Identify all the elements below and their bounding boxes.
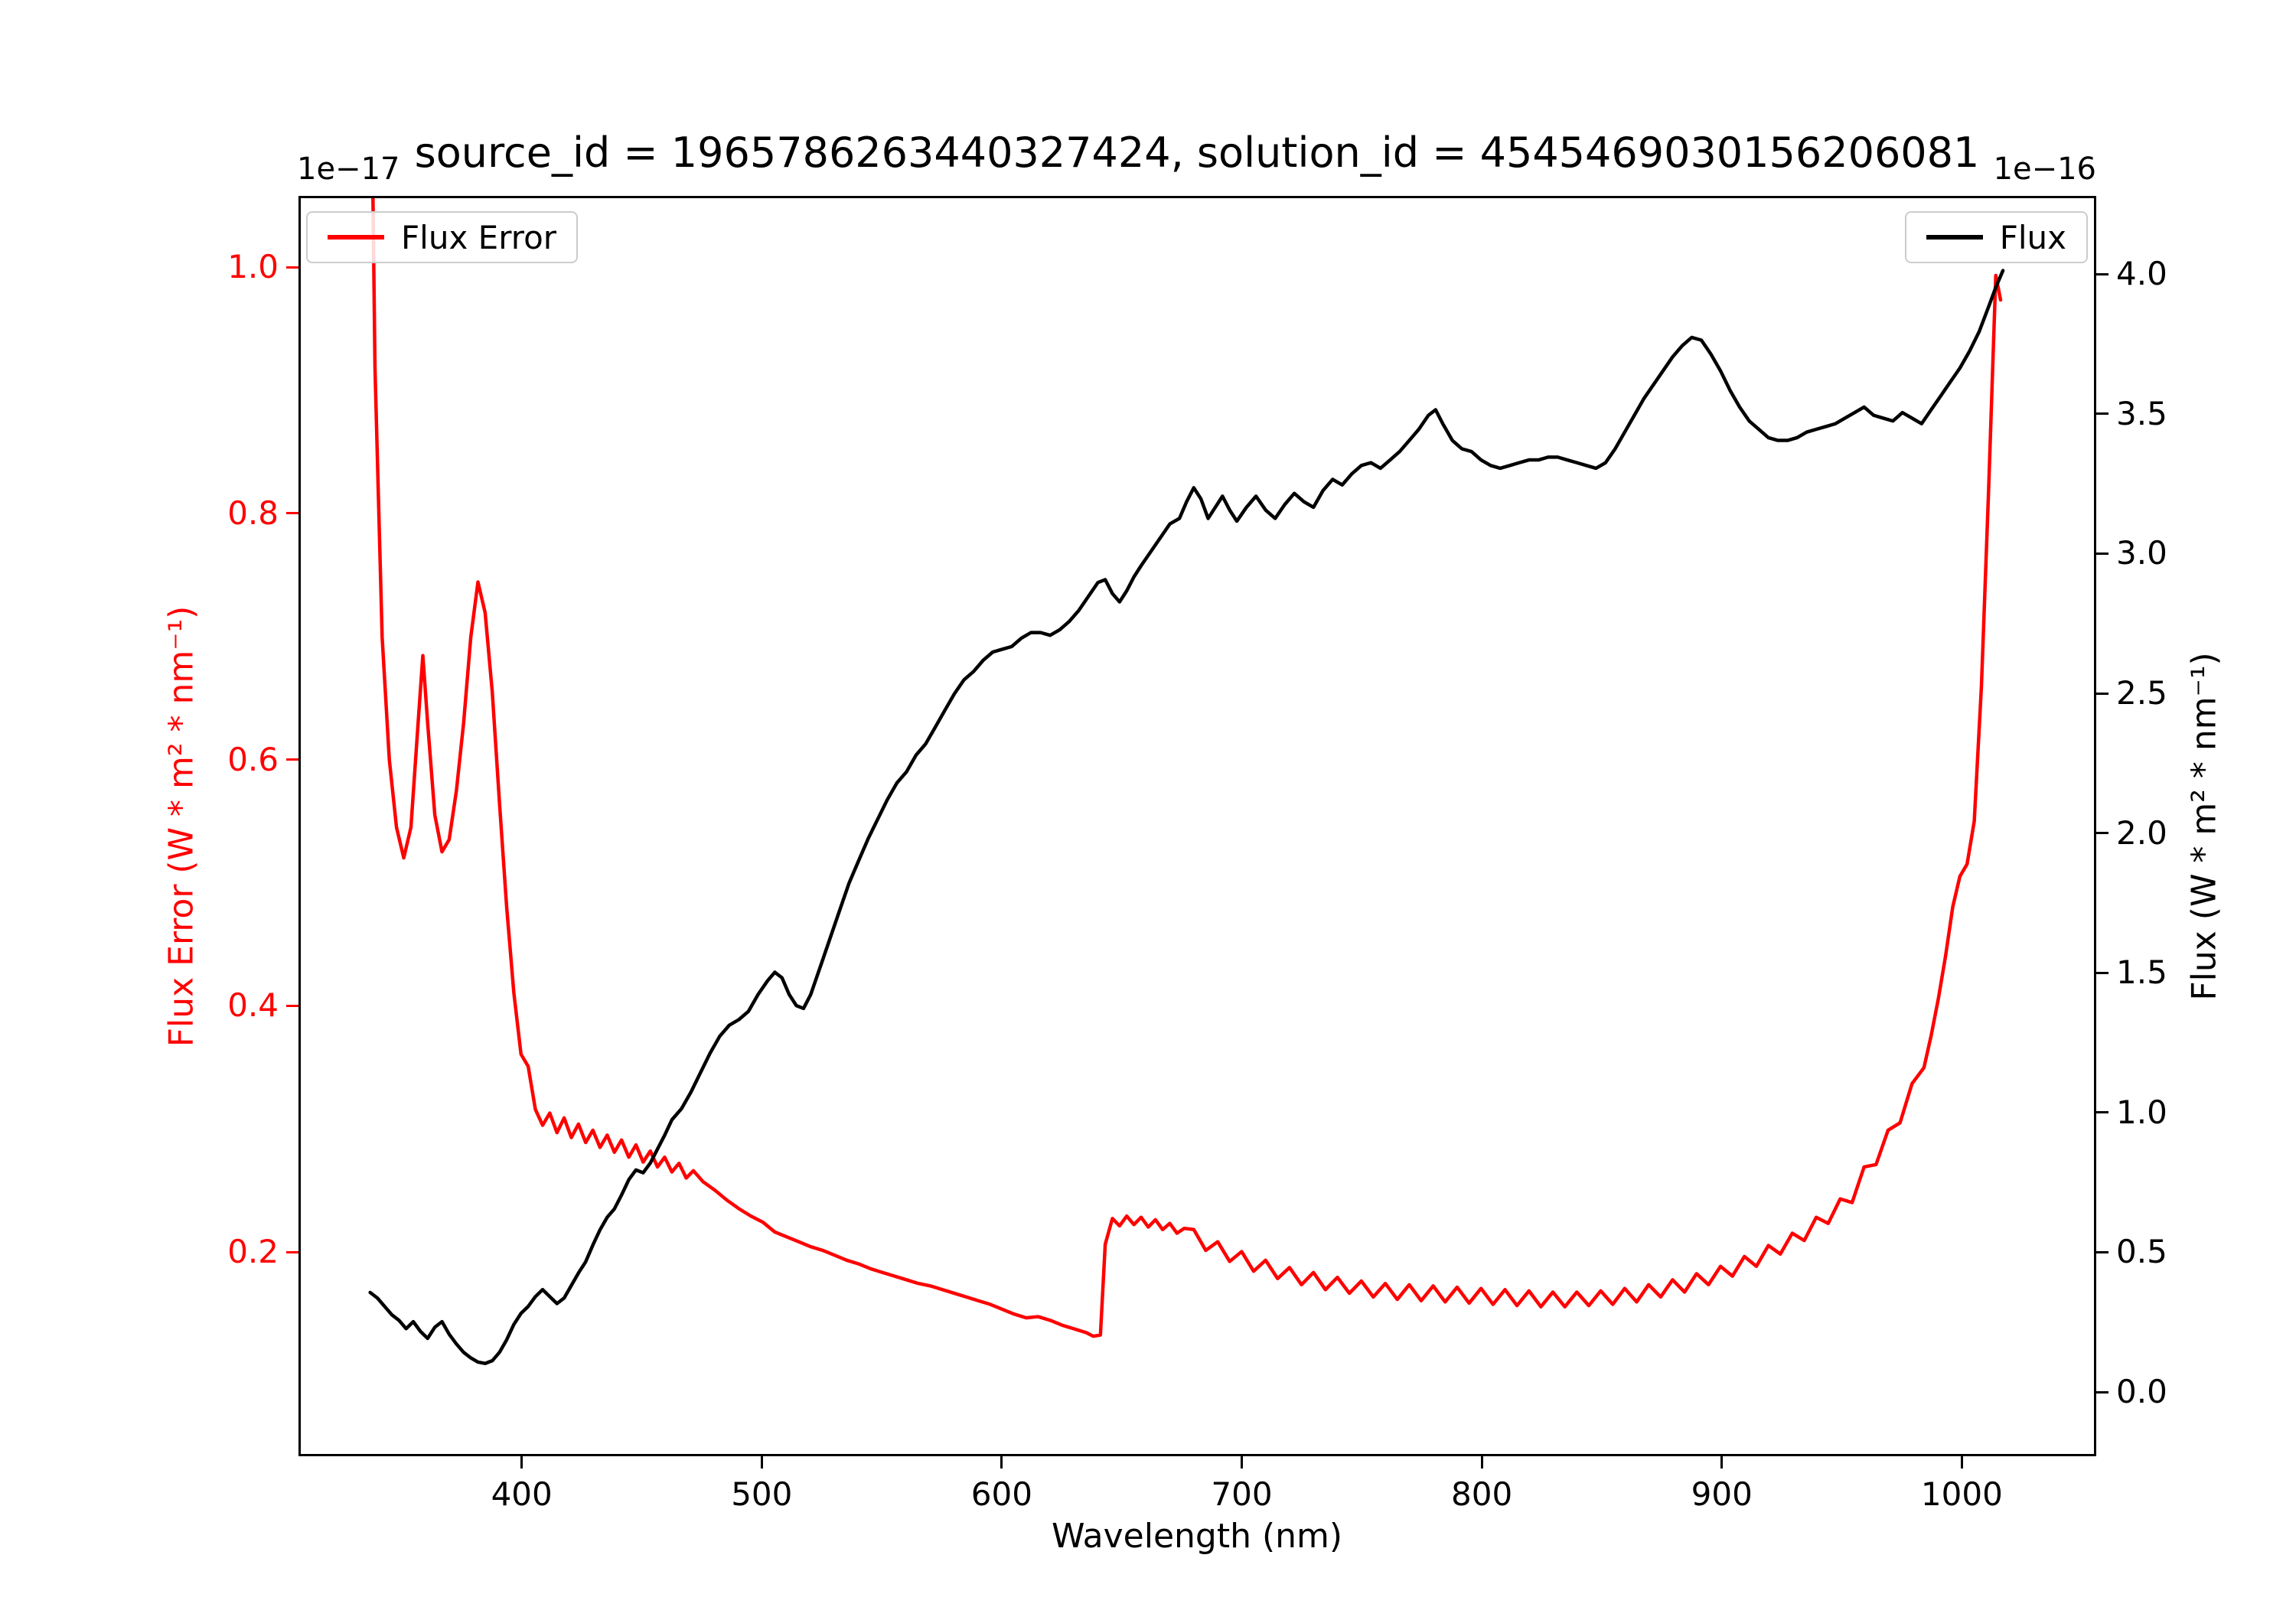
x-tick [760,1456,763,1468]
y-axis-label-left: Flux Error (W * m² * nm⁻¹) [161,605,201,1048]
y-right-tick [2096,692,2108,695]
x-tick [1000,1456,1003,1468]
x-tick [1720,1456,1724,1468]
y-left-tick-label: 0.4 [227,986,279,1025]
x-tick [1960,1456,1963,1468]
y-right-tick [2096,552,2108,555]
legend-flux: Flux [1904,211,2088,263]
flux-line-sample-icon [1926,235,1983,240]
plot-area [298,196,2096,1456]
legend-flux-error: Flux Error [306,211,579,263]
right-axis-scale-offset: 1e−16 [1993,152,2096,187]
y-right-tick [2096,1250,2108,1253]
y-left-tick [286,758,298,761]
y-left-tick [286,266,298,269]
y-right-tick [2096,1390,2108,1393]
chart-title: source_id = 1965786263440327424, solutio… [414,129,1980,177]
x-tick [1480,1456,1483,1468]
x-tick [1241,1456,1244,1468]
y-right-tick-label: 4.0 [2116,255,2167,293]
y-right-tick [2096,832,2108,835]
y-left-tick [286,1250,298,1253]
y-right-tick-label: 2.5 [2116,674,2167,712]
x-tick-label: 500 [731,1475,793,1513]
y-left-tick-label: 0.8 [227,494,279,532]
y-axis-label-right: Flux (W * m² * nm⁻¹) [2184,652,2224,1001]
plot-canvas [368,198,2005,1365]
y-right-tick-label: 0.5 [2116,1233,2167,1271]
x-tick-label: 1000 [1920,1475,2003,1513]
y-right-tick-label: 2.0 [2116,813,2167,852]
flux-error-line-sample-icon [328,235,384,240]
y-left-tick-label: 1.0 [227,248,279,286]
y-left-tick-label: 0.6 [227,740,279,778]
legend-flux-error-label: Flux Error [401,218,557,256]
y-left-tick [286,512,298,515]
y-right-tick-label: 0.0 [2116,1373,2167,1410]
y-left-tick [286,1004,298,1007]
x-tick-label: 700 [1211,1475,1273,1513]
series-line-flux [368,269,2005,1365]
x-tick-label: 900 [1691,1475,1753,1513]
y-right-tick [2096,412,2108,416]
x-axis-label: Wavelength (nm) [1051,1517,1343,1556]
y-left-tick-label: 0.2 [227,1233,279,1270]
series-line-flux-error [371,198,2003,1338]
left-axis-scale-offset: 1e−17 [297,152,400,187]
x-tick-label: 400 [491,1475,553,1513]
x-tick [520,1456,523,1468]
x-tick-label: 600 [970,1475,1032,1513]
y-right-tick [2096,272,2108,275]
legend-flux-label: Flux [1999,218,2066,256]
y-right-tick-label: 3.5 [2116,394,2167,432]
y-right-tick [2096,1111,2108,1114]
y-right-tick [2096,971,2108,974]
y-right-tick-label: 1.5 [2116,953,2167,992]
y-right-tick-label: 1.0 [2116,1093,2167,1131]
x-tick-label: 800 [1451,1475,1513,1513]
y-right-tick-label: 3.0 [2116,534,2167,572]
